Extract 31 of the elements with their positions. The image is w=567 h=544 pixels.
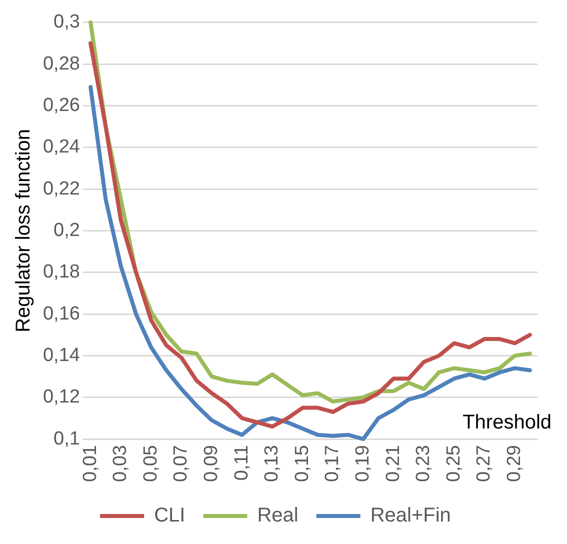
y-tick-label: 0,2 bbox=[54, 220, 80, 241]
legend-label: Real+Fin bbox=[370, 504, 451, 527]
y-tick-label: 0,16 bbox=[42, 303, 80, 324]
x-axis-title: Threshold bbox=[462, 412, 552, 434]
y-tick-label: 0,18 bbox=[42, 262, 80, 283]
y-tick-label: 0,24 bbox=[42, 136, 80, 158]
x-tick-label: 0,15 bbox=[292, 445, 313, 482]
y-axis-title: Regulator loss function bbox=[12, 128, 35, 332]
y-tick-label: 0,14 bbox=[42, 344, 80, 366]
x-tick-label: 0,13 bbox=[262, 445, 283, 482]
x-tick-label: 0,01 bbox=[80, 445, 101, 482]
x-tick-label: 0,25 bbox=[443, 445, 464, 482]
x-tick-label: 0,27 bbox=[474, 445, 495, 482]
x-tick-label: 0,19 bbox=[352, 445, 374, 482]
y-tick-label: 0,28 bbox=[42, 53, 80, 74]
y-tick-label: 0,26 bbox=[42, 94, 80, 116]
y-tick-label: 0,12 bbox=[42, 386, 80, 408]
y-tick-label: 0,22 bbox=[42, 178, 80, 200]
x-tick-label: 0,09 bbox=[200, 445, 222, 482]
x-tick-label: 0,05 bbox=[140, 445, 162, 482]
x-tick-label: 0,17 bbox=[322, 445, 344, 482]
x-tick-label: 0,29 bbox=[504, 445, 526, 482]
y-tick-label: 0,3 bbox=[54, 12, 80, 33]
x-tick-label: 0,23 bbox=[413, 445, 434, 482]
x-tick-label: 0,11 bbox=[231, 445, 252, 481]
x-tick-label: 0,21 bbox=[382, 445, 404, 482]
legend-label: CLI bbox=[154, 504, 186, 527]
y-tick-label: 0,1 bbox=[54, 428, 80, 450]
x-tick-label: 0,07 bbox=[170, 445, 192, 482]
legend-label: Real bbox=[257, 504, 298, 527]
x-tick-label: 0,03 bbox=[110, 445, 132, 482]
